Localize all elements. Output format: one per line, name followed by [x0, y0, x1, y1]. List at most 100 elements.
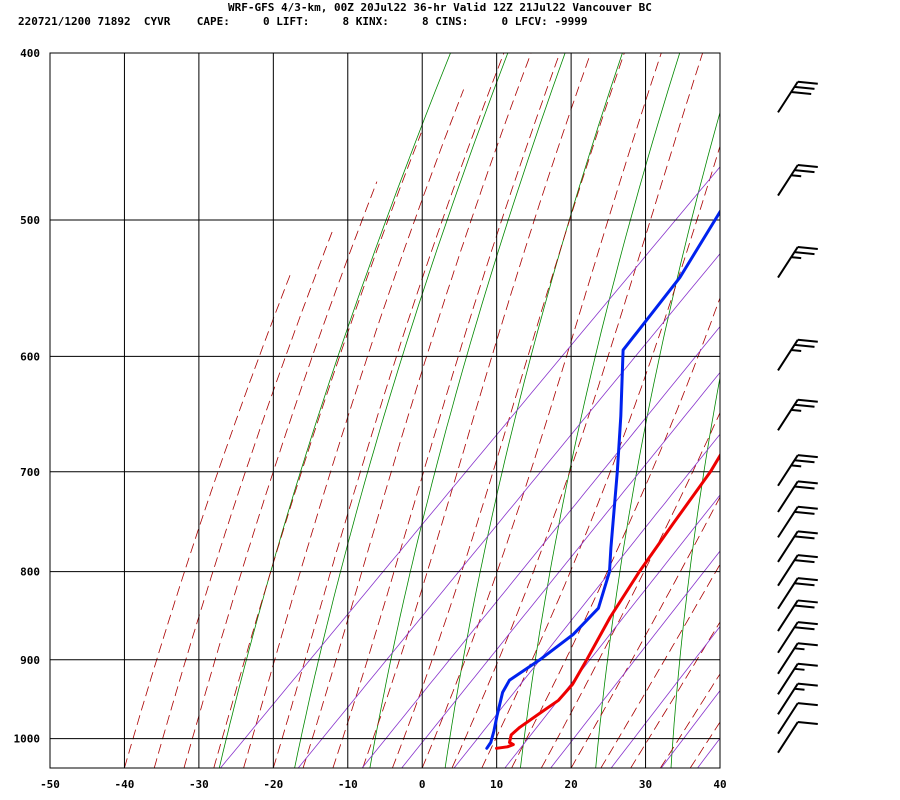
wind-barb	[777, 338, 818, 371]
dry-adiabat	[294, 53, 509, 768]
wind-barb	[777, 398, 818, 431]
background-lines	[124, 53, 900, 768]
wind-barb-half-flag	[791, 408, 802, 412]
moist-adiabat	[332, 53, 561, 768]
x-tick-label: -20	[263, 778, 283, 791]
mixing-ratio-line	[220, 166, 720, 768]
wind-barb-flag	[797, 163, 818, 168]
wind-barb-flag	[797, 642, 818, 647]
moist-adiabat	[392, 53, 625, 768]
x-tick-label: 30	[639, 778, 652, 791]
wind-barb-flag	[794, 626, 815, 631]
moist-adiabat	[153, 227, 335, 768]
wind-barb-staff	[777, 246, 799, 279]
plot-frame	[49, 52, 721, 769]
wind-barb-flag	[797, 621, 818, 626]
wind-barb	[777, 682, 818, 715]
moist-adiabat	[511, 296, 720, 768]
wind-barb	[777, 554, 818, 587]
series-layer	[485, 208, 720, 750]
chart-title: WRF-GFS 4/3-km, 00Z 20Jul22 36-hr Valid …	[228, 1, 652, 14]
y-tick-label: 500	[20, 214, 40, 227]
wind-barb-flag	[797, 599, 818, 604]
wind-barb-flag	[794, 582, 815, 587]
wind-barb	[777, 662, 818, 695]
temperature-profile-line	[495, 452, 720, 750]
wind-barb-half-flag	[791, 349, 802, 353]
dry-adiabat	[218, 53, 451, 768]
x-tick-label: -40	[115, 778, 135, 791]
y-axis-ticks: 400 500 600 700 800 900 1000	[14, 47, 41, 746]
wind-barb-flag	[797, 80, 818, 85]
wind-barb-staff	[777, 702, 799, 735]
x-tick-label: 10	[490, 778, 503, 791]
x-tick-label: -30	[189, 778, 209, 791]
wind-barb-flag	[797, 554, 818, 559]
wind-barb-staff	[777, 81, 799, 113]
wind-barb-flag	[797, 398, 818, 403]
moist-adiabat	[362, 53, 592, 768]
mixing-ratio-line	[361, 325, 720, 768]
wind-barb-flag	[797, 682, 818, 687]
wind-barb-half-flag	[791, 174, 802, 178]
y-tick-label: 600	[20, 350, 40, 363]
y-tick-label: 900	[20, 654, 40, 667]
y-tick-label: 1000	[14, 733, 41, 746]
moist-adiabat	[630, 621, 720, 768]
wind-barb	[777, 480, 818, 513]
wind-barb-half-flag	[794, 687, 805, 691]
wind-barb-half-flag	[794, 667, 805, 671]
moist-adiabat	[302, 53, 532, 768]
dewpoint-profile-line	[485, 208, 720, 750]
wind-barb-flag	[797, 480, 818, 485]
wind-barb-flag	[797, 577, 818, 582]
wind-barb-flag	[794, 485, 815, 490]
wind-barb-flag	[794, 604, 815, 609]
moist-adiabat	[421, 53, 662, 768]
chart-header: WRF-GFS 4/3-km, 00Z 20Jul22 36-hr Valid …	[0, 0, 900, 34]
wind-barb	[777, 454, 818, 487]
wind-barb	[777, 530, 818, 563]
mixing-ratio-line	[453, 433, 720, 768]
grid	[49, 52, 721, 768]
wind-barb	[777, 702, 818, 735]
y-tick-label: 700	[20, 466, 40, 479]
wind-barb-flag	[794, 510, 815, 515]
wind-barb-half-flag	[791, 256, 802, 260]
moist-adiabat	[183, 181, 378, 768]
dry-adiabat	[595, 110, 720, 768]
wind-barb-flag	[797, 338, 818, 343]
x-tick-label: 20	[564, 778, 577, 791]
moist-adiabat	[451, 53, 703, 768]
wind-barb	[777, 621, 818, 654]
mixing-ratio-line	[660, 690, 720, 768]
wind-barb-staff	[777, 663, 799, 695]
wind-barb-flag	[791, 90, 812, 95]
wind-barb-flag	[797, 530, 818, 535]
wind-barb-flag	[794, 459, 815, 464]
dry-adiabat	[896, 53, 900, 768]
mixing-ratio-line	[401, 371, 720, 768]
y-tick-label: 800	[20, 566, 40, 579]
wind-barb-flag	[797, 721, 818, 726]
wind-barb-flag	[794, 559, 815, 564]
wind-barb-flag	[797, 505, 818, 510]
wind-barb-flag	[797, 245, 818, 250]
wind-barb	[777, 80, 818, 113]
wind-barbs	[777, 80, 818, 754]
wind-barb-flag	[797, 662, 818, 667]
wind-barb-flag	[794, 403, 815, 408]
moist-adiabat	[570, 496, 720, 768]
moist-adiabat	[243, 89, 464, 768]
moist-adiabat	[660, 673, 720, 768]
x-tick-label: -50	[40, 778, 60, 791]
moist-adiabat	[124, 270, 293, 768]
moist-adiabat	[719, 767, 720, 768]
wind-barb-flag	[794, 343, 815, 348]
x-axis-ticks: -50 -40 -30 -20 -10 0 10 20 30 40	[40, 778, 727, 791]
moist-adiabat	[540, 411, 720, 768]
x-tick-label: -10	[338, 778, 358, 791]
x-tick-label: 40	[713, 778, 726, 791]
dry-adiabat	[444, 53, 623, 768]
wind-barb-flag	[797, 454, 818, 459]
